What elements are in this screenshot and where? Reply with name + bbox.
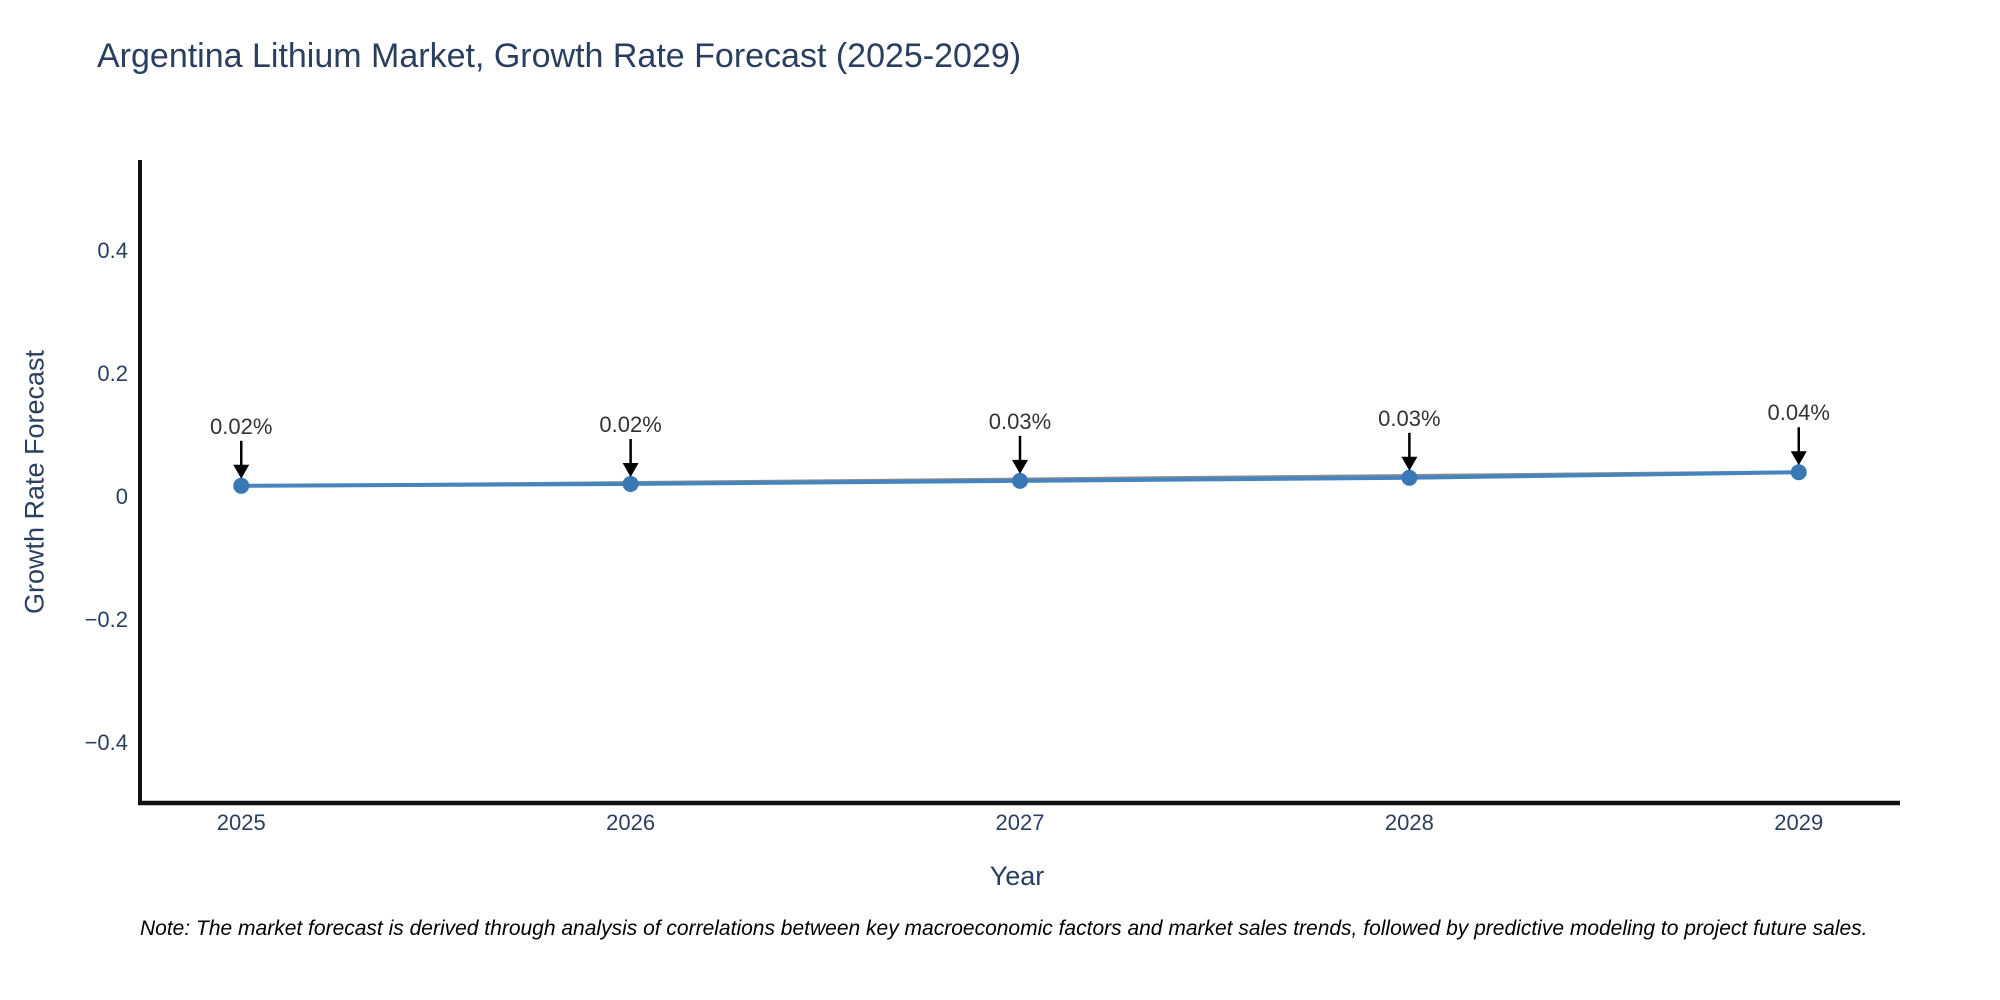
y-tick-label: 0.2 [97,360,128,386]
y-tick-label: −0.2 [84,607,128,633]
x-tick-label: 2029 [1774,810,1824,835]
point-value-label: 0.02% [599,411,662,437]
point-value-label: 0.02% [210,413,273,439]
point-value-label: 0.04% [1767,400,1830,426]
footnote-text: Note: The market forecast is derived thr… [140,917,1868,940]
annotation-arrowhead [1790,451,1807,466]
data-point-marker [233,477,250,494]
chart-title: Argentina Lithium Market, Growth Rate Fo… [97,37,1022,75]
x-tick-label: 2026 [606,810,656,835]
x-tick-label: 2025 [216,810,266,835]
data-point-marker [622,475,639,492]
annotation-arrowhead [233,464,250,479]
annotation-arrowhead [622,462,639,477]
x-tick-label: 2027 [995,810,1045,835]
point-value-label: 0.03% [1378,405,1441,431]
point-value-label: 0.03% [988,408,1052,434]
x-axis-title: Year [989,861,1045,891]
y-tick-label: 0.4 [97,237,128,263]
annotation-arrowhead [1401,456,1418,471]
x-tick-label: 2028 [1384,810,1434,835]
annotation-arrowhead [1012,459,1028,474]
data-point-marker [1790,464,1807,481]
y-tick-label: −0.4 [84,730,128,756]
data-point-marker [1401,469,1418,486]
y-axis-title: Growth Rate Forecast [19,349,50,615]
data-point-marker [1012,472,1028,489]
y-tick-label: 0 [115,483,128,509]
